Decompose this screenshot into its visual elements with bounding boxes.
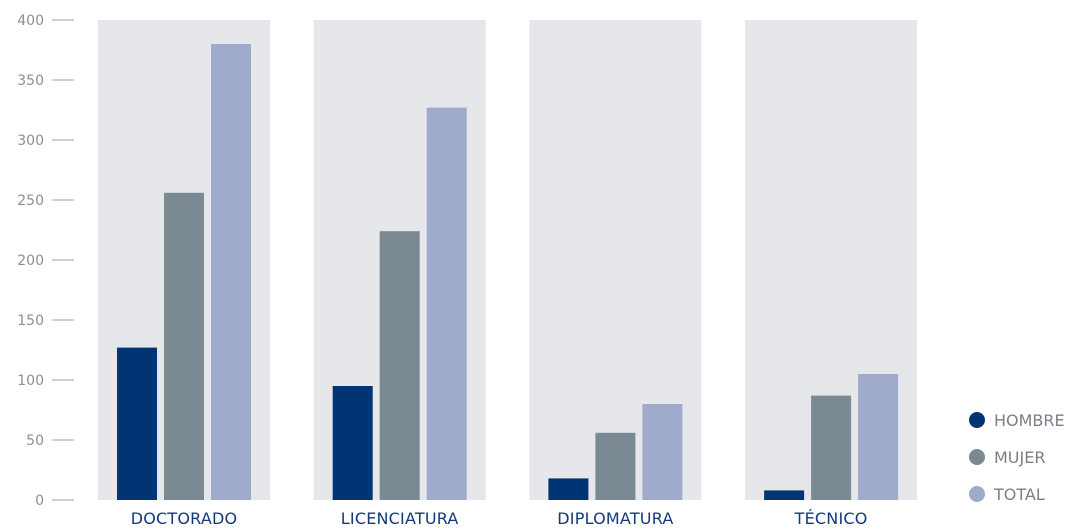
bar-diplomatura-mujer bbox=[595, 432, 636, 500]
y-tick-label: 350 bbox=[17, 73, 44, 89]
bar-diplomatura-hombre bbox=[548, 478, 589, 500]
legend-label-mujer: MUJER bbox=[994, 448, 1045, 467]
bar-tecnico-hombre bbox=[764, 490, 805, 500]
y-tick-label: 200 bbox=[17, 253, 44, 269]
legend-swatch-mujer bbox=[969, 449, 985, 465]
category-labels: DOCTORADO LICENCIATURA DIPLOMATURA TÉCNICO bbox=[131, 509, 868, 528]
legend: HOMBRE MUJER TOTAL bbox=[969, 411, 1065, 504]
bar-licenciatura-total bbox=[426, 107, 467, 500]
bar-licenciatura-hombre bbox=[332, 386, 373, 500]
bar-tecnico-total bbox=[858, 374, 899, 500]
category-label-tecnico: TÉCNICO bbox=[794, 509, 868, 528]
y-tick-label: 250 bbox=[17, 193, 44, 209]
bar-doctorado-total bbox=[211, 44, 251, 500]
y-tick-label: 50 bbox=[26, 433, 44, 449]
y-tick-label: 150 bbox=[17, 313, 44, 329]
y-tick-label: 100 bbox=[17, 373, 44, 389]
y-axis: 0 50 100 150 200 250 300 350 400 bbox=[17, 13, 74, 509]
y-tick-label: 0 bbox=[35, 493, 44, 509]
category-label-doctorado: DOCTORADO bbox=[131, 509, 238, 528]
category-label-diplomatura: DIPLOMATURA bbox=[557, 509, 673, 528]
bars bbox=[117, 44, 899, 501]
bar-diplomatura-total bbox=[642, 404, 683, 500]
y-tick-label: 300 bbox=[17, 133, 44, 149]
y-tick-label: 400 bbox=[17, 13, 44, 29]
legend-label-hombre: HOMBRE bbox=[994, 411, 1065, 430]
bar-doctorado-mujer bbox=[164, 192, 204, 501]
bar-tecnico-mujer bbox=[811, 395, 852, 500]
legend-swatch-total bbox=[969, 486, 985, 502]
legend-label-total: TOTAL bbox=[993, 485, 1045, 504]
legend-swatch-hombre bbox=[969, 412, 985, 428]
bar-doctorado-hombre bbox=[117, 347, 157, 500]
bar-licenciatura-mujer bbox=[379, 231, 420, 500]
category-label-licenciatura: LICENCIATURA bbox=[341, 509, 459, 528]
